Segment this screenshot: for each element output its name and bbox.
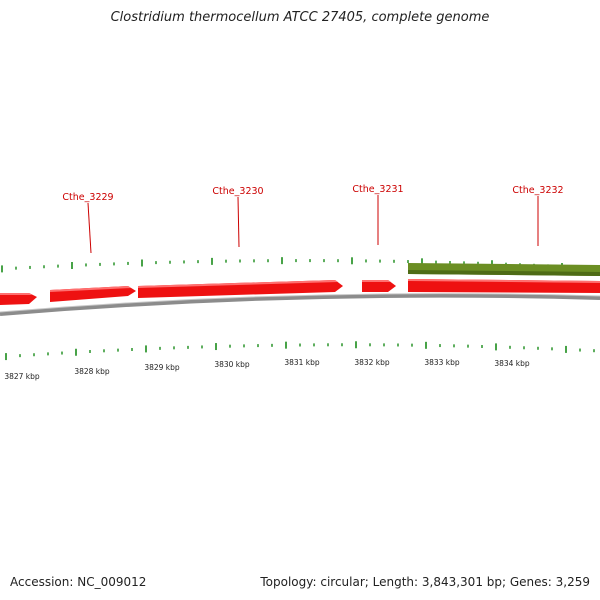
gene-label[interactable]: Cthe_3232	[512, 185, 563, 196]
ruler-label: 3831 kbp	[284, 358, 320, 367]
genome-backbone-highlight	[0, 293, 600, 313]
ruler-label: 3834 kbp	[494, 359, 530, 368]
cds-highlight-3229	[50, 286, 131, 292]
gene-leader-lines	[87, 195, 539, 254]
ruler-labels: 3827 kbp 3828 kbp 3829 kbp 3830 kbp 3831…	[4, 358, 530, 381]
map-title: Clostridium thermocellum ATCC 27405, com…	[110, 10, 490, 25]
accession-text: Accession: NC_009012	[10, 575, 147, 589]
leader-cthe-3230	[237, 196, 240, 248]
cds-arrow-cthe-3231[interactable]	[362, 280, 396, 292]
ruler-label: 3829 kbp	[144, 363, 180, 372]
cds-highlight-3231	[362, 280, 391, 282]
ruler-label: 3828 kbp	[74, 367, 110, 376]
cds-highlight-3232	[408, 279, 600, 283]
cds-track	[0, 279, 600, 305]
cds-highlight-3230	[138, 280, 338, 288]
gene-label[interactable]: Cthe_3230	[212, 186, 263, 197]
upper-tick-track	[1, 257, 591, 273]
genome-summary-text: Topology: circular; Length: 3,843,301 bp…	[260, 575, 590, 589]
leader-cthe-3229	[87, 202, 92, 254]
gene-label[interactable]: Cthe_3231	[352, 184, 403, 195]
ruler-label: 3832 kbp	[354, 358, 390, 367]
ruler-label: 3827 kbp	[4, 372, 40, 381]
lower-tick-track	[5, 341, 595, 361]
cds-arrow-cthe-3228[interactable]	[0, 293, 37, 305]
genome-backbone	[0, 293, 600, 316]
rna-feature-shade	[408, 270, 600, 276]
ruler-label: 3830 kbp	[214, 360, 250, 369]
cds-highlight-3228	[0, 293, 32, 295]
gene-label[interactable]: Cthe_3229	[62, 192, 113, 203]
gene-labels: Cthe_3229 Cthe_3230 Cthe_3231 Cthe_3232	[62, 184, 563, 203]
ruler-label: 3833 kbp	[424, 358, 460, 367]
